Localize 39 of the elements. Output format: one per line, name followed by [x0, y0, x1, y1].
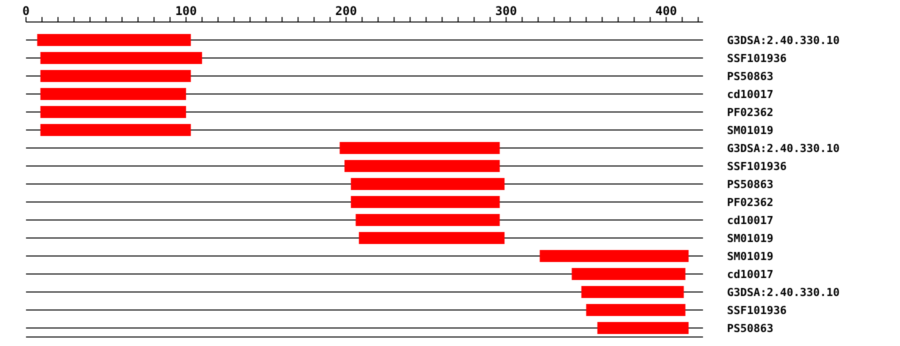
- bar: [40, 52, 202, 64]
- y-tick-label: PF02362: [727, 106, 774, 119]
- x-tick-label: 400: [655, 4, 678, 18]
- bar: [597, 322, 689, 334]
- y-tick-label: PS50863: [727, 178, 774, 191]
- bar: [586, 304, 686, 316]
- bar: [40, 88, 186, 100]
- y-tick-label: cd10017: [727, 214, 774, 227]
- bar: [572, 268, 686, 280]
- bar: [358, 232, 505, 244]
- y-tick-label: SM01019: [727, 250, 774, 263]
- x-tick-label: 300: [495, 4, 517, 18]
- x-tick-label: 0: [22, 4, 30, 18]
- y-tick-label: SSF101936: [727, 304, 787, 317]
- y-tick-label: SM01019: [727, 232, 774, 245]
- bar: [37, 34, 191, 46]
- bar: [40, 70, 191, 82]
- bar: [540, 250, 689, 262]
- y-tick-label: SSF101936: [727, 160, 787, 173]
- bar: [356, 214, 500, 226]
- bar: [40, 106, 186, 118]
- y-tick-label: cd10017: [727, 88, 774, 101]
- y-tick-label: cd10017: [727, 268, 774, 281]
- bar: [350, 178, 505, 190]
- y-tick-label: G3DSA:2.40.330.10: [727, 142, 840, 155]
- y-tick-label: G3DSA:2.40.330.10: [727, 286, 840, 299]
- x-tick-label: 200: [335, 4, 357, 18]
- y-tick-label: PS50863: [727, 70, 774, 83]
- x-tick-label: 100: [175, 4, 197, 18]
- bar: [581, 286, 684, 298]
- bar: [344, 160, 500, 172]
- bar: [350, 196, 500, 208]
- bar: [340, 142, 500, 154]
- y-tick-label: PF02362: [727, 196, 774, 209]
- y-tick-label: G3DSA:2.40.330.10: [727, 34, 840, 47]
- y-tick-label: PS50863: [727, 322, 774, 335]
- bar: [40, 124, 191, 136]
- y-tick-label: SSF101936: [727, 52, 787, 65]
- y-tick-label: SM01019: [727, 124, 774, 137]
